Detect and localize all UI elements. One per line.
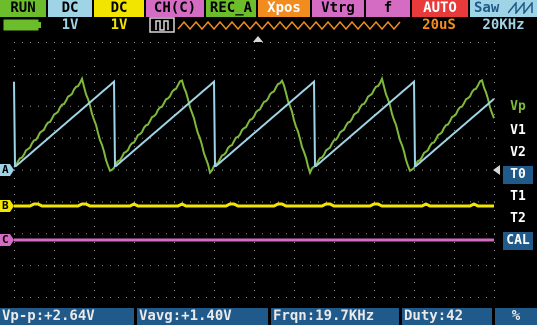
channel-a-marker[interactable] xyxy=(0,164,14,176)
memory-position-strip[interactable] xyxy=(146,17,408,34)
channel-a-marker-label: A xyxy=(2,163,9,176)
duty-unit: % xyxy=(495,308,537,325)
channel-c-marker-label: C xyxy=(2,233,9,246)
trigger-edge-button[interactable]: f xyxy=(366,0,410,17)
channel-b-marker-label: B xyxy=(2,199,9,212)
reference-trace xyxy=(13,79,495,167)
top-status-bar: RUN DC DC CH(C) REC_A Xpos Vtrg f AUTO S… xyxy=(0,0,537,17)
waveform-display[interactable]: A B C Vp V1 V2 T0 T1 T2 CAL xyxy=(0,34,537,307)
channel-b-scale[interactable]: 1V xyxy=(110,17,128,33)
frequency-value: 20KHz xyxy=(482,17,525,33)
menu-item-cal[interactable]: CAL xyxy=(503,232,533,250)
trigger-level-marker[interactable] xyxy=(493,165,500,175)
channel-c-marker[interactable] xyxy=(0,234,14,246)
sawtooth-icon xyxy=(507,0,533,16)
record-button[interactable]: REC_A xyxy=(206,0,256,17)
scale-bar: 1V 1V 20uS 20KHz xyxy=(0,17,537,34)
battery-icon xyxy=(3,19,41,31)
vavg-measurement[interactable]: Vavg:+1.40V xyxy=(137,308,268,325)
menu-item-t0[interactable]: T0 xyxy=(503,166,533,184)
menu-item-t1[interactable]: T1 xyxy=(510,189,526,204)
battery-indicator xyxy=(0,17,46,34)
channel-b-marker[interactable] xyxy=(0,200,14,212)
channel-b-trace xyxy=(14,202,494,208)
channel-a-coupling-button[interactable]: DC xyxy=(48,0,92,17)
channel-a-scale[interactable]: 1V xyxy=(61,17,79,33)
timebase-value[interactable]: 20uS xyxy=(422,17,456,33)
menu-item-t2[interactable]: T2 xyxy=(510,211,526,226)
channel-a-trace xyxy=(13,75,495,176)
xpos-button[interactable]: Xpos xyxy=(258,0,310,17)
measurement-bar: Vp-p:+2.64V Vavg:+1.40V Frqn:19.7KHz Dut… xyxy=(0,307,537,325)
waveform-graticule xyxy=(0,34,537,307)
vpp-measurement[interactable]: Vp-p:+2.64V xyxy=(0,308,134,325)
menu-item-v1[interactable]: V1 xyxy=(510,123,526,138)
trigger-position-marker-top[interactable] xyxy=(253,36,263,42)
grid-dots xyxy=(14,42,495,298)
channel-b-coupling-button[interactable]: DC xyxy=(94,0,144,17)
duty-measurement[interactable]: Duty:42 xyxy=(402,308,492,325)
menu-item-v2[interactable]: V2 xyxy=(510,145,526,160)
waveform-select-button[interactable]: Saw xyxy=(470,0,537,17)
channel-c-button[interactable]: CH(C) xyxy=(146,0,204,17)
trigger-mode-button[interactable]: AUTO xyxy=(412,0,468,17)
menu-item-vp[interactable]: Vp xyxy=(510,99,526,114)
frequency-measurement[interactable]: Frqn:19.7KHz xyxy=(271,308,399,325)
vtrg-button[interactable]: Vtrg xyxy=(312,0,364,17)
waveform-label: Saw xyxy=(474,0,500,16)
run-status-button[interactable]: RUN xyxy=(0,0,46,17)
memory-position-wave xyxy=(149,17,401,33)
